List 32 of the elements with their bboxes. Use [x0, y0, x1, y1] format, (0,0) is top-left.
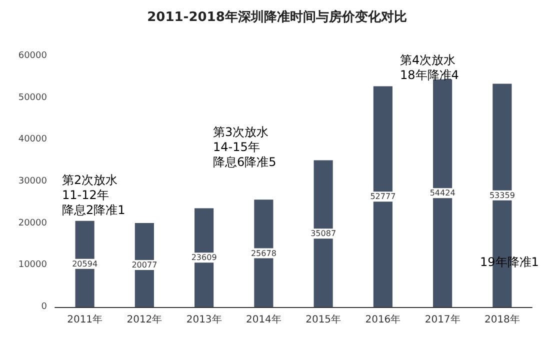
data-label: 20594 [72, 259, 98, 268]
annotation: 第2次放水 [62, 173, 118, 187]
x-tick-label: 2012年 [126, 314, 162, 326]
y-tick-label: 40000 [18, 134, 48, 145]
x-tick-label: 2016年 [365, 314, 401, 326]
data-label: 54424 [430, 188, 456, 198]
annotation: 降息6降准5 [213, 155, 276, 169]
data-label: 53359 [489, 190, 515, 200]
x-tick-label: 2013年 [186, 314, 222, 326]
data-label: 23609 [191, 253, 217, 262]
x-tick-label: 2018年 [484, 314, 520, 326]
y-tick-label: 10000 [18, 260, 48, 270]
y-tick-label: 0 [41, 302, 48, 312]
data-label: 35087 [310, 229, 336, 238]
data-label: 52777 [370, 192, 396, 202]
annotation: 14-15年 [213, 140, 260, 154]
data-label: 25678 [250, 248, 276, 258]
x-tick-label: 2014年 [246, 314, 282, 326]
annotation: 18年降准4 [400, 68, 459, 82]
annotation: 降息2降准1 [62, 203, 126, 217]
x-tick-label: 2015年 [306, 314, 342, 326]
chart-title: 2011-2018年深圳降准时间与房价变化对比 [147, 9, 407, 25]
x-tick-label: 2011年 [67, 314, 103, 326]
y-tick-label: 30000 [18, 176, 48, 186]
annotation: 第3次放水 [213, 125, 269, 139]
data-label: 20077 [132, 260, 158, 270]
y-tick-label: 60000 [18, 51, 48, 61]
y-tick-label: 50000 [18, 92, 48, 103]
y-tick-label: 20000 [18, 218, 48, 228]
annotation: 第4次放水 [400, 53, 456, 67]
annotation: 11-12年 [62, 188, 109, 202]
x-tick-label: 2017年 [424, 314, 460, 326]
